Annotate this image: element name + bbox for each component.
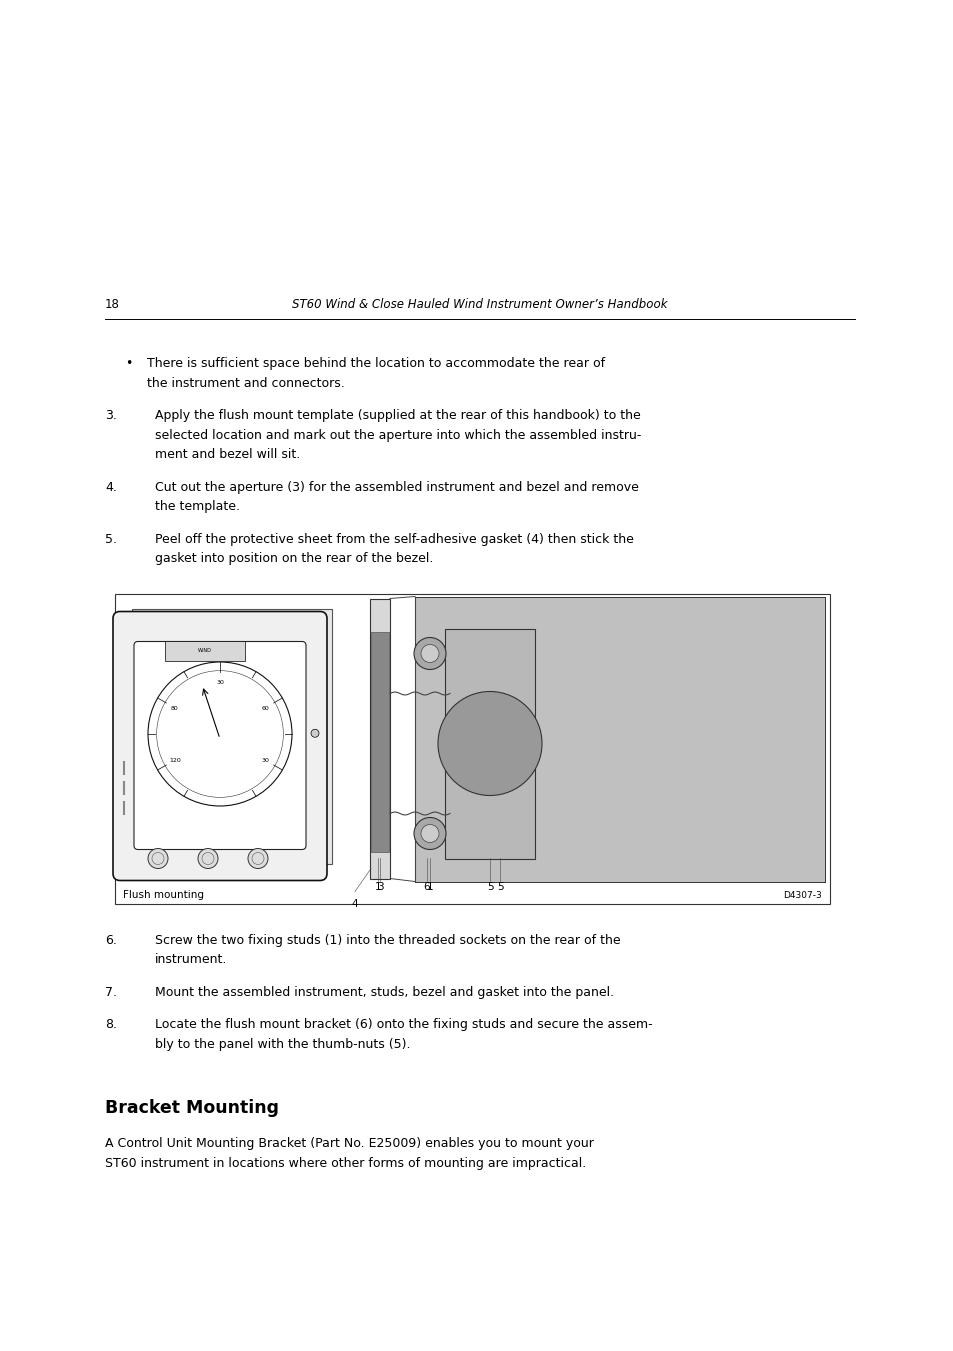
Text: bly to the panel with the thumb-nuts (5).: bly to the panel with the thumb-nuts (5)…: [154, 1038, 410, 1051]
Text: 6.: 6.: [105, 934, 117, 947]
Text: 1: 1: [375, 881, 381, 892]
Text: instrument.: instrument.: [154, 952, 227, 966]
Text: 6: 6: [423, 881, 430, 892]
Bar: [415, 597, 824, 881]
Circle shape: [420, 824, 438, 843]
Bar: [444, 628, 535, 858]
Text: Apply the flush mount template (supplied at the rear of this handbook) to the: Apply the flush mount template (supplied…: [154, 409, 640, 422]
Text: 120: 120: [169, 758, 181, 762]
Circle shape: [414, 817, 446, 850]
Bar: [371, 631, 389, 851]
Circle shape: [248, 848, 268, 869]
Bar: [370, 598, 390, 878]
Text: D4307-3: D4307-3: [782, 890, 821, 900]
Text: Cut out the aperture (3) for the assembled instrument and bezel and remove: Cut out the aperture (3) for the assembl…: [154, 481, 639, 493]
Bar: [115, 593, 829, 904]
Text: selected location and mark out the aperture into which the assembled instru-: selected location and mark out the apert…: [154, 428, 640, 442]
Text: 3.: 3.: [105, 409, 117, 422]
Text: 1: 1: [426, 881, 433, 892]
Bar: [470, 598, 824, 878]
Text: There is sufficient space behind the location to accommodate the rear of: There is sufficient space behind the loc…: [147, 357, 604, 370]
Text: 18: 18: [105, 299, 120, 311]
Text: Peel off the protective sheet from the self-adhesive gasket (4) then stick the: Peel off the protective sheet from the s…: [154, 532, 633, 546]
FancyBboxPatch shape: [133, 642, 306, 850]
Bar: [165, 640, 245, 661]
Text: 5: 5: [486, 881, 493, 892]
Text: ST60 instrument in locations where other forms of mounting are impractical.: ST60 instrument in locations where other…: [105, 1156, 586, 1170]
Circle shape: [437, 692, 541, 796]
Text: Bracket Mounting: Bracket Mounting: [105, 1098, 278, 1117]
Text: ment and bezel will sit.: ment and bezel will sit.: [154, 449, 300, 461]
Text: 80: 80: [171, 705, 178, 711]
Text: 4: 4: [352, 898, 358, 908]
Text: 3: 3: [376, 881, 383, 892]
Text: 8.: 8.: [105, 1019, 117, 1031]
Text: WIND: WIND: [198, 648, 212, 653]
Circle shape: [414, 638, 446, 670]
Circle shape: [420, 644, 438, 662]
Text: Mount the assembled instrument, studs, bezel and gasket into the panel.: Mount the assembled instrument, studs, b…: [154, 985, 614, 998]
Text: Flush mounting: Flush mounting: [123, 889, 204, 900]
Circle shape: [198, 848, 218, 869]
Text: 30: 30: [261, 758, 269, 762]
Text: gasket into position on the rear of the bezel.: gasket into position on the rear of the …: [154, 553, 433, 565]
Text: A Control Unit Mounting Bracket (Part No. E25009) enables you to mount your: A Control Unit Mounting Bracket (Part No…: [105, 1138, 594, 1150]
Text: the template.: the template.: [154, 500, 240, 513]
Text: the instrument and connectors.: the instrument and connectors.: [147, 377, 344, 389]
Text: 7.: 7.: [105, 985, 117, 998]
Text: •: •: [125, 357, 132, 370]
Text: 5.: 5.: [105, 532, 117, 546]
Text: 60: 60: [261, 705, 269, 711]
Text: 4.: 4.: [105, 481, 117, 493]
Circle shape: [148, 848, 168, 869]
FancyBboxPatch shape: [112, 612, 327, 881]
Bar: [132, 608, 332, 863]
Text: 5: 5: [497, 881, 503, 892]
Text: Locate the flush mount bracket (6) onto the fixing studs and secure the assem-: Locate the flush mount bracket (6) onto …: [154, 1019, 652, 1031]
Text: 30: 30: [215, 680, 224, 685]
Circle shape: [311, 730, 318, 738]
Text: Screw the two fixing studs (1) into the threaded sockets on the rear of the: Screw the two fixing studs (1) into the …: [154, 934, 620, 947]
Text: ST60 Wind & Close Hauled Wind Instrument Owner’s Handbook: ST60 Wind & Close Hauled Wind Instrument…: [292, 299, 667, 311]
